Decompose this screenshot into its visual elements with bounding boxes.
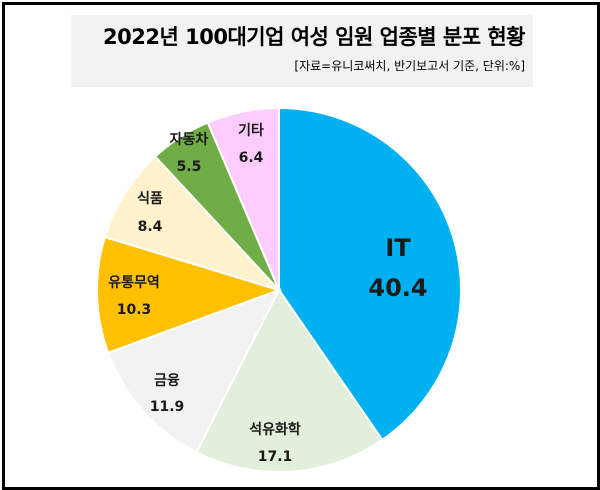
- pie-slice-0: [278, 106, 462, 442]
- pie-slice-6: [206, 106, 280, 291]
- slice-label-finance: 금융: [154, 373, 180, 389]
- slice-value-auto: 5.5: [177, 159, 202, 175]
- pie-slice-3: [96, 235, 283, 355]
- slice-label-food: 식품: [137, 191, 163, 207]
- slice-value-finance: 11.9: [150, 399, 185, 415]
- slice-label-distribution: 유통무역: [108, 274, 160, 291]
- chart-source-note: [자료=유니코써치, 반기보고서 기준, 단위:%]: [294, 59, 525, 73]
- slice-labels: IT 40.4 석유화학 17.1 금융 11.9 유통무역 10.3 식품 8…: [108, 123, 427, 465]
- slice-value-it: 40.4: [368, 274, 427, 302]
- chart-header: 2022년 100대기업 여성 임원 업종별 분포 현황 [자료=유니코써치, …: [71, 15, 533, 87]
- pie-slice-1: [195, 288, 384, 473]
- pie-slice-2: [106, 288, 282, 454]
- slice-label-petrochem: 석유화학: [249, 422, 301, 438]
- slice-value-other: 6.4: [239, 150, 264, 166]
- slice-value-petrochem: 17.1: [258, 449, 293, 465]
- slice-label-it: IT: [385, 234, 411, 262]
- pie-slices: [96, 106, 462, 473]
- pie-slice-4: [103, 155, 283, 293]
- slice-label-auto: 자동차: [170, 132, 209, 148]
- chart-title: 2022년 100대기업 여성 임원 업종별 분포 현황: [103, 25, 525, 49]
- slice-value-distribution: 10.3: [117, 302, 152, 318]
- slice-label-other: 기타: [238, 123, 264, 139]
- slice-value-food: 8.4: [138, 219, 163, 235]
